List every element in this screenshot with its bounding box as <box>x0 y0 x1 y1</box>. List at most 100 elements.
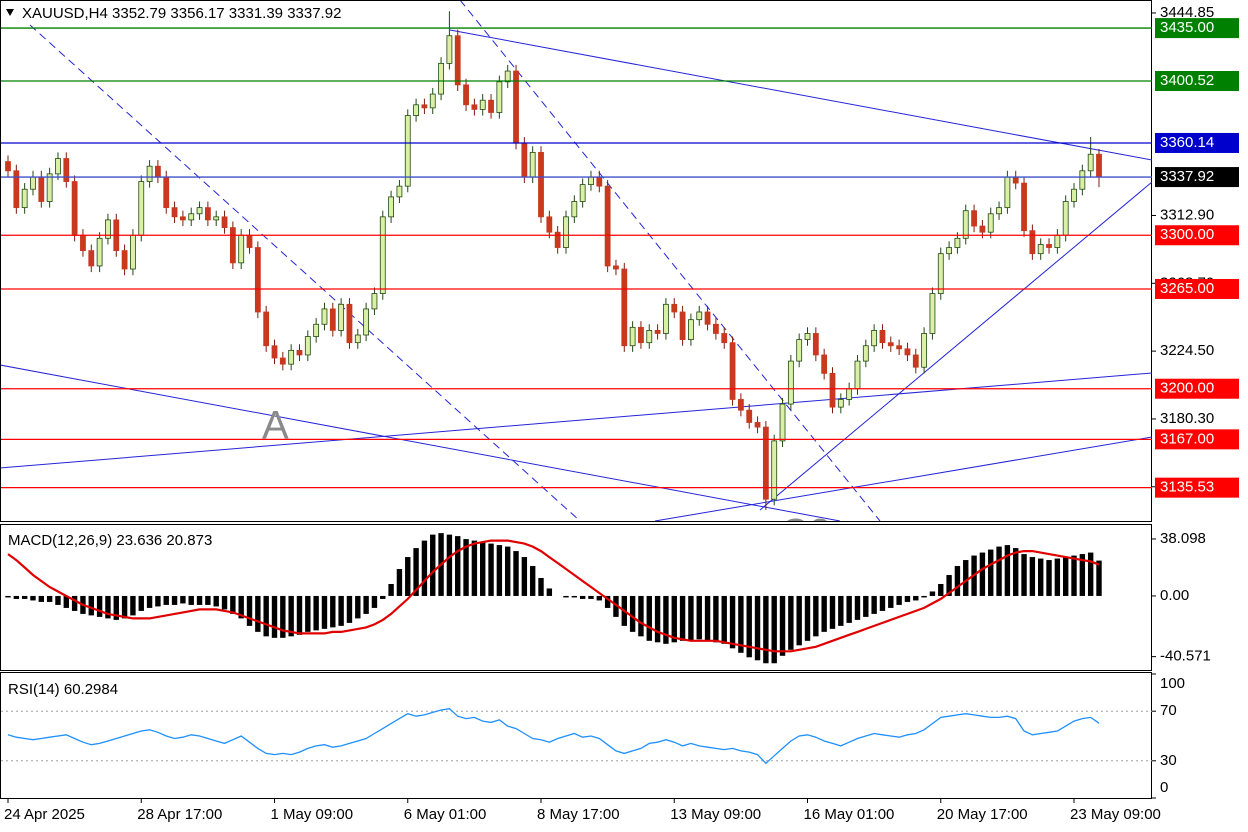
candle-body <box>721 333 728 344</box>
candle-body <box>996 207 1002 215</box>
macd-bar <box>388 583 394 596</box>
level-label: 3135.53 <box>1160 479 1214 496</box>
candle-body <box>46 173 53 202</box>
candle-body <box>621 268 628 347</box>
macd-bar <box>871 595 877 614</box>
macd-bar <box>30 595 36 601</box>
macd-bar <box>1096 560 1102 596</box>
macd-bar <box>38 595 45 602</box>
macd-bar <box>1087 552 1094 596</box>
candle-body <box>837 399 844 408</box>
rsi-title: RSI(14) 60.2984 <box>8 681 118 698</box>
candle-body <box>937 253 944 294</box>
macd-bar <box>446 534 453 596</box>
macd-bar <box>1038 558 1044 596</box>
candle-body <box>579 184 586 202</box>
y-tick-label: 38.098 <box>1160 530 1206 547</box>
macd-bar <box>654 595 661 643</box>
y-tick-label: 3180.30 <box>1160 410 1214 427</box>
candle-body <box>13 170 20 209</box>
macd-bar <box>21 595 28 599</box>
candle-body <box>846 388 853 400</box>
macd-bar <box>238 595 244 619</box>
trend-line <box>759 181 1152 511</box>
candle-body <box>379 216 386 294</box>
x-tick-label: 8 May 17:00 <box>537 806 620 823</box>
macd-bar <box>963 560 969 596</box>
candle-body <box>1096 153 1102 178</box>
candle-body <box>563 216 569 248</box>
macd-bar <box>71 595 78 611</box>
y-tick-label: 30 <box>1160 752 1177 769</box>
candle-body <box>946 247 952 255</box>
candle-body <box>979 225 986 233</box>
macd-bar <box>130 595 136 616</box>
candle-body <box>204 207 211 221</box>
candle-body <box>313 323 320 337</box>
macd-bar <box>421 540 428 596</box>
macd-bar <box>688 595 694 641</box>
rsi-panel-frame <box>0 672 1152 799</box>
candle-body <box>238 234 245 264</box>
macd-bar <box>888 595 894 608</box>
macd-bar <box>1013 548 1019 596</box>
symbol-icon <box>6 9 14 16</box>
candle-body <box>729 342 736 400</box>
macd-bar <box>371 595 378 608</box>
macd-bar <box>380 595 386 599</box>
candle-body <box>796 339 803 362</box>
candle-body <box>1021 182 1027 232</box>
x-tick-label: 13 May 09:00 <box>670 806 761 823</box>
macd-bar <box>113 595 119 620</box>
candle-body <box>130 234 136 270</box>
macd-bar <box>896 595 902 605</box>
candle-body <box>188 213 195 221</box>
candle-body <box>1079 170 1086 190</box>
macd-bar <box>721 595 727 644</box>
y-tick-label: 0 <box>1160 779 1168 796</box>
macd-bar <box>496 545 503 596</box>
macd-bar <box>904 595 911 602</box>
macd-bar <box>1054 558 1061 596</box>
candle-body <box>404 115 411 187</box>
macd-bar <box>330 595 336 628</box>
candle-body <box>213 216 220 221</box>
candle-body <box>929 293 936 334</box>
candle-body <box>554 231 561 248</box>
candle-body <box>96 237 103 267</box>
macd-bar <box>288 595 294 637</box>
macd-bar <box>929 591 936 596</box>
macd-bar <box>596 595 603 601</box>
candle-body <box>388 196 394 218</box>
candle-body <box>862 345 869 362</box>
wave-label: C2 <box>780 512 831 556</box>
candle-body <box>987 213 994 233</box>
macd-bar <box>321 595 328 629</box>
candle-body <box>871 330 878 347</box>
candle-body <box>704 311 711 325</box>
macd-bar <box>713 595 719 643</box>
candle-body <box>463 84 469 106</box>
macd-bar <box>221 595 228 610</box>
macd-bar <box>821 595 827 632</box>
level-label: 3435.00 <box>1160 19 1214 36</box>
candle-body <box>321 308 328 325</box>
macd-bar <box>196 595 203 605</box>
macd-bar <box>738 595 744 653</box>
level-label-bg <box>1155 378 1239 399</box>
candle-body <box>479 99 486 110</box>
macd-bar <box>313 595 319 631</box>
macd-bar <box>538 578 544 596</box>
candle-body <box>521 142 528 178</box>
candle-body <box>1054 234 1061 248</box>
candle-body <box>529 151 536 178</box>
candle-body <box>146 165 153 182</box>
candle-body <box>737 399 744 411</box>
macd-bar <box>854 595 861 620</box>
candle-body <box>446 35 453 64</box>
candle-body <box>254 247 261 313</box>
candle-body <box>879 330 886 344</box>
candle-body <box>346 303 353 344</box>
candle-body <box>338 303 345 331</box>
